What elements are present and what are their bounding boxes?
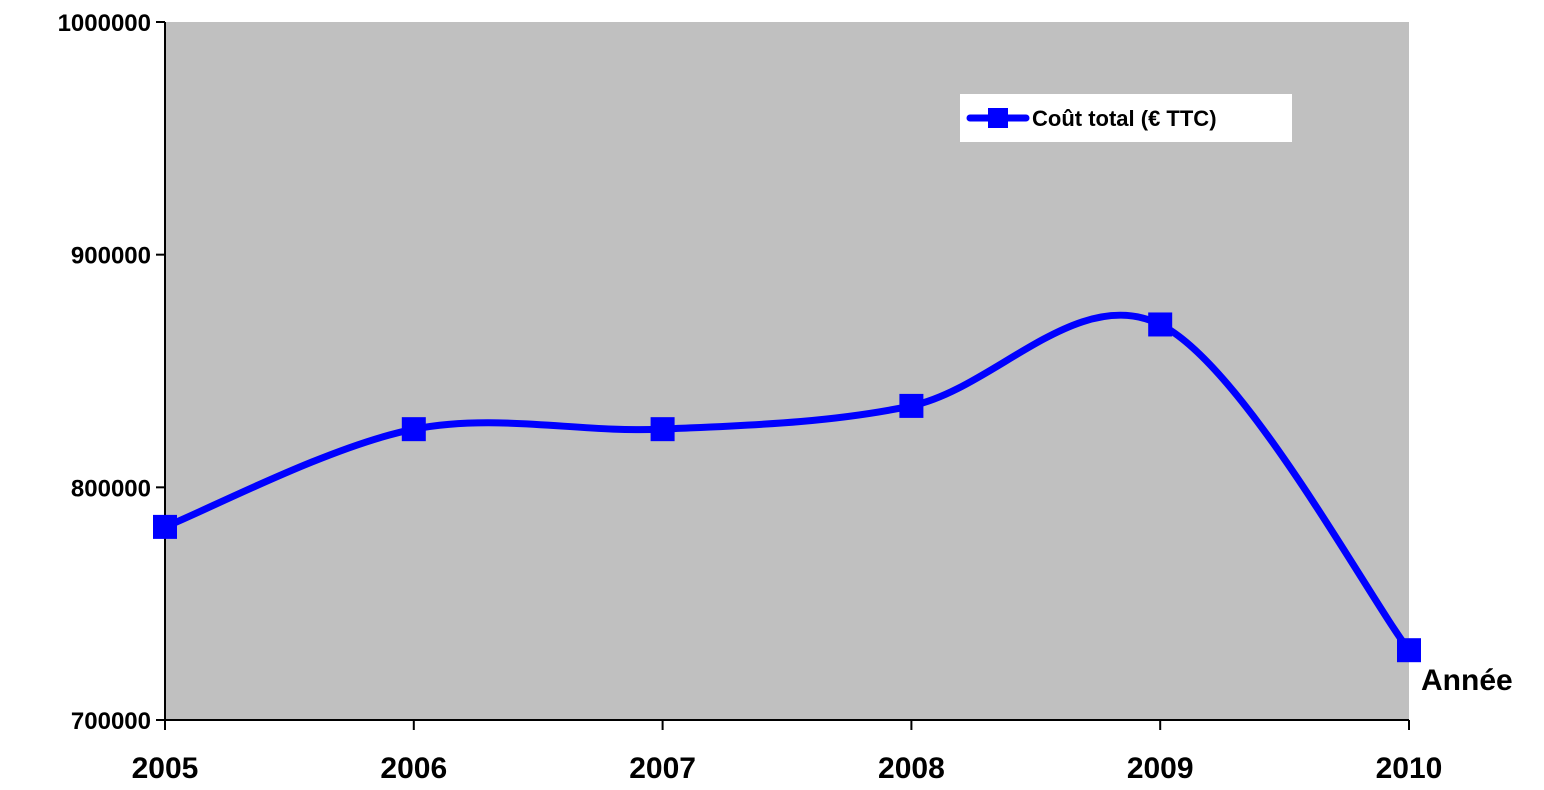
legend: Coût total (€ TTC) xyxy=(960,94,1292,142)
x-axis-ticks: 2005 2006 2007 2008 2009 2010 xyxy=(132,720,1443,785)
legend-label: Coût total (€ TTC) xyxy=(1032,106,1217,131)
legend-marker-swatch xyxy=(988,108,1008,128)
data-point-marker xyxy=(1148,312,1173,337)
x-tick-label: 2010 xyxy=(1376,752,1443,785)
x-tick-label: 2009 xyxy=(1127,752,1194,785)
series-markers xyxy=(153,312,1421,663)
data-point-marker xyxy=(153,514,177,539)
y-tick-label: 900000 xyxy=(71,243,151,270)
data-point-marker xyxy=(1397,638,1421,663)
data-point-marker xyxy=(650,417,675,442)
x-tick-label: 2008 xyxy=(878,752,945,785)
y-tick-label: 1000000 xyxy=(58,10,151,37)
y-tick-label: 800000 xyxy=(71,475,151,502)
y-tick-label: 700000 xyxy=(71,708,151,735)
data-point-marker xyxy=(401,417,426,442)
series-line xyxy=(161,311,1413,654)
x-tick-label: 2007 xyxy=(629,752,696,785)
x-tick-label: 2005 xyxy=(132,752,199,785)
x-axis-label: Année xyxy=(1421,664,1513,697)
data-point-marker xyxy=(899,393,924,418)
x-tick-label: 2006 xyxy=(380,752,447,785)
y-axis-ticks: 700000 800000 900000 1000000 xyxy=(58,10,165,735)
